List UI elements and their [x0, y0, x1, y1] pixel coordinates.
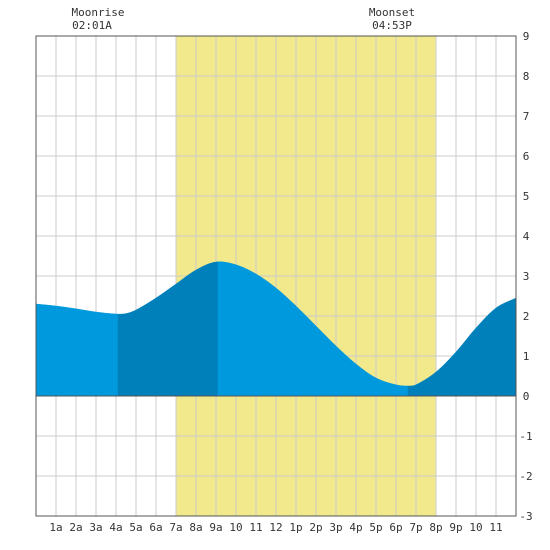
x-tick-label: 12	[269, 521, 282, 534]
x-tick-label: 9a	[209, 521, 222, 534]
y-tick-label: -3	[519, 510, 532, 523]
moonrise-label: Moonrise	[72, 6, 125, 19]
moonrise-time: 02:01A	[72, 19, 112, 32]
x-tick-label: 4a	[109, 521, 122, 534]
x-tick-label: 2p	[309, 521, 322, 534]
x-tick-label: 8a	[189, 521, 202, 534]
y-tick-label: -2	[519, 470, 532, 483]
x-tick-label: 4p	[349, 521, 362, 534]
tide-area-segment-1	[35, 303, 119, 397]
y-tick-label: 0	[523, 390, 530, 403]
x-tick-label: 5p	[369, 521, 382, 534]
x-tick-label: 2a	[69, 521, 82, 534]
y-tick-label: 9	[523, 30, 530, 43]
tide-area-segment-2	[117, 261, 219, 397]
y-tick-label: 7	[523, 110, 530, 123]
x-tick-label: 6p	[389, 521, 402, 534]
x-axis: 1a 2a 3a 4a 5a 6a 7a 8a 9a 10 11 12 1p 2p 3p 4p 5p 6p 7p 8p…	[49, 521, 502, 534]
tide-area-segment-3	[217, 261, 409, 397]
tide-area-segment-4	[407, 297, 517, 397]
x-tick-label: 1a	[49, 521, 62, 534]
plot-border	[35, 35, 517, 517]
y-axis: 9 8 7 6 5 4 3 2 1 0 -1 -2 -3	[519, 30, 532, 523]
y-tick-label: -1	[519, 430, 532, 443]
x-tick-label: 7a	[169, 521, 182, 534]
x-tick-label: 9p	[449, 521, 462, 534]
x-tick-label: 7p	[409, 521, 422, 534]
moonset-time: 04:53P	[372, 19, 412, 32]
x-tick-label: 11	[249, 521, 262, 534]
y-tick-label: 2	[523, 310, 530, 323]
x-tick-label: 6a	[149, 521, 162, 534]
y-tick-label: 5	[523, 190, 530, 203]
x-tick-label: 3p	[329, 521, 342, 534]
y-tick-label: 4	[523, 230, 530, 243]
y-tick-label: 8	[523, 70, 530, 83]
tide-area-layer	[35, 261, 517, 397]
y-tick-label: 6	[523, 150, 530, 163]
x-tick-label: 8p	[429, 521, 442, 534]
moonset-label: Moonset	[369, 6, 415, 19]
x-tick-label: 5a	[129, 521, 142, 534]
y-tick-label: 3	[523, 270, 530, 283]
y-tick-label: 1	[523, 350, 530, 363]
x-tick-label: 3a	[89, 521, 102, 534]
x-tick-label: 11	[489, 521, 502, 534]
x-tick-label: 1p	[289, 521, 302, 534]
x-tick-label: 10	[229, 521, 242, 534]
x-tick-label: 10	[469, 521, 482, 534]
